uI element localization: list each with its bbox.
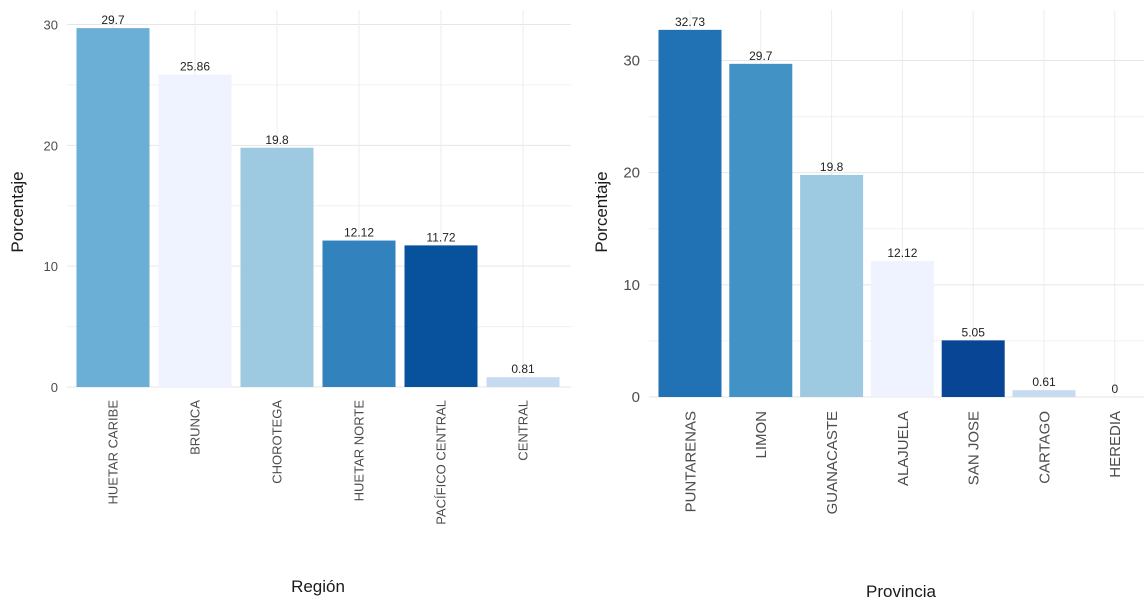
bar-value-label: 0.61 (1032, 375, 1056, 389)
bar-value-label: 29.7 (749, 49, 773, 63)
bar (404, 245, 478, 387)
bar (729, 63, 793, 398)
bar (240, 147, 314, 387)
bar-value-label: 12.12 (887, 246, 917, 260)
bar-value-label: 0 (1111, 382, 1118, 396)
x-tick-label: CENTRAL (516, 400, 531, 461)
bar (658, 29, 722, 397)
x-tick-label: GUANACASTE (824, 411, 841, 514)
bar (486, 377, 560, 387)
bar (941, 340, 1005, 397)
bar (800, 174, 864, 397)
x-axis-title: Provincia (866, 582, 936, 601)
province-bar-chart: 32.73 29.7 19.8 12.12 5.05 0.61 0 0 10 20 30 PUNT… (592, 10, 1144, 601)
bar (322, 240, 396, 387)
y-tick-label: 0 (632, 389, 640, 406)
bar-value-label: 29.7 (101, 13, 125, 27)
y-tick-label: 10 (44, 259, 58, 274)
region-bar-chart: 29.7 25.86 19.8 12.12 11.72 0.81 0 10 20 30 HUET… (8, 10, 571, 596)
y-tick-label: 0 (51, 380, 58, 395)
y-tick-label: 10 (623, 277, 640, 294)
bar-value-label: 19.8 (265, 133, 289, 147)
x-tick-label: BRUNCA (188, 400, 203, 455)
bar-value-label: 11.72 (426, 230, 455, 244)
x-tick-label: PACÍFICO CENTRAL (434, 400, 449, 525)
x-tick-label: HEREDIA (1107, 411, 1124, 478)
bar (158, 74, 232, 388)
y-tick-label: 30 (44, 18, 58, 33)
y-tick-label: 20 (44, 138, 58, 153)
x-tick-label: CHOROTEGA (270, 400, 285, 484)
y-tick-label: 20 (623, 165, 640, 182)
x-tick-label: CARTAGO (1036, 411, 1053, 484)
bar-value-label: 32.73 (675, 15, 705, 29)
y-axis-title: Porcentaje (8, 171, 27, 252)
bar-value-label: 0.81 (511, 362, 535, 376)
bar-value-label: 5.05 (962, 325, 986, 339)
bar-value-label: 19.8 (820, 160, 844, 174)
x-tick-label: HUETAR NORTE (352, 400, 367, 502)
bar (76, 28, 150, 387)
x-tick-label: PUNTARENAS (682, 411, 699, 512)
y-tick-label: 30 (623, 52, 640, 69)
bar (870, 261, 934, 397)
bar (1012, 390, 1076, 397)
x-tick-label: LIMON (753, 411, 770, 459)
x-tick-label: SAN JOSE (966, 411, 983, 485)
x-tick-label: ALAJUELA (895, 411, 912, 486)
bar-value-label: 25.86 (180, 60, 210, 74)
y-axis-title: Porcentaje (592, 171, 611, 252)
bar-value-label: 12.12 (344, 226, 374, 240)
x-tick-label: HUETAR CARIBE (106, 400, 121, 505)
x-axis-title: Región (291, 577, 345, 596)
